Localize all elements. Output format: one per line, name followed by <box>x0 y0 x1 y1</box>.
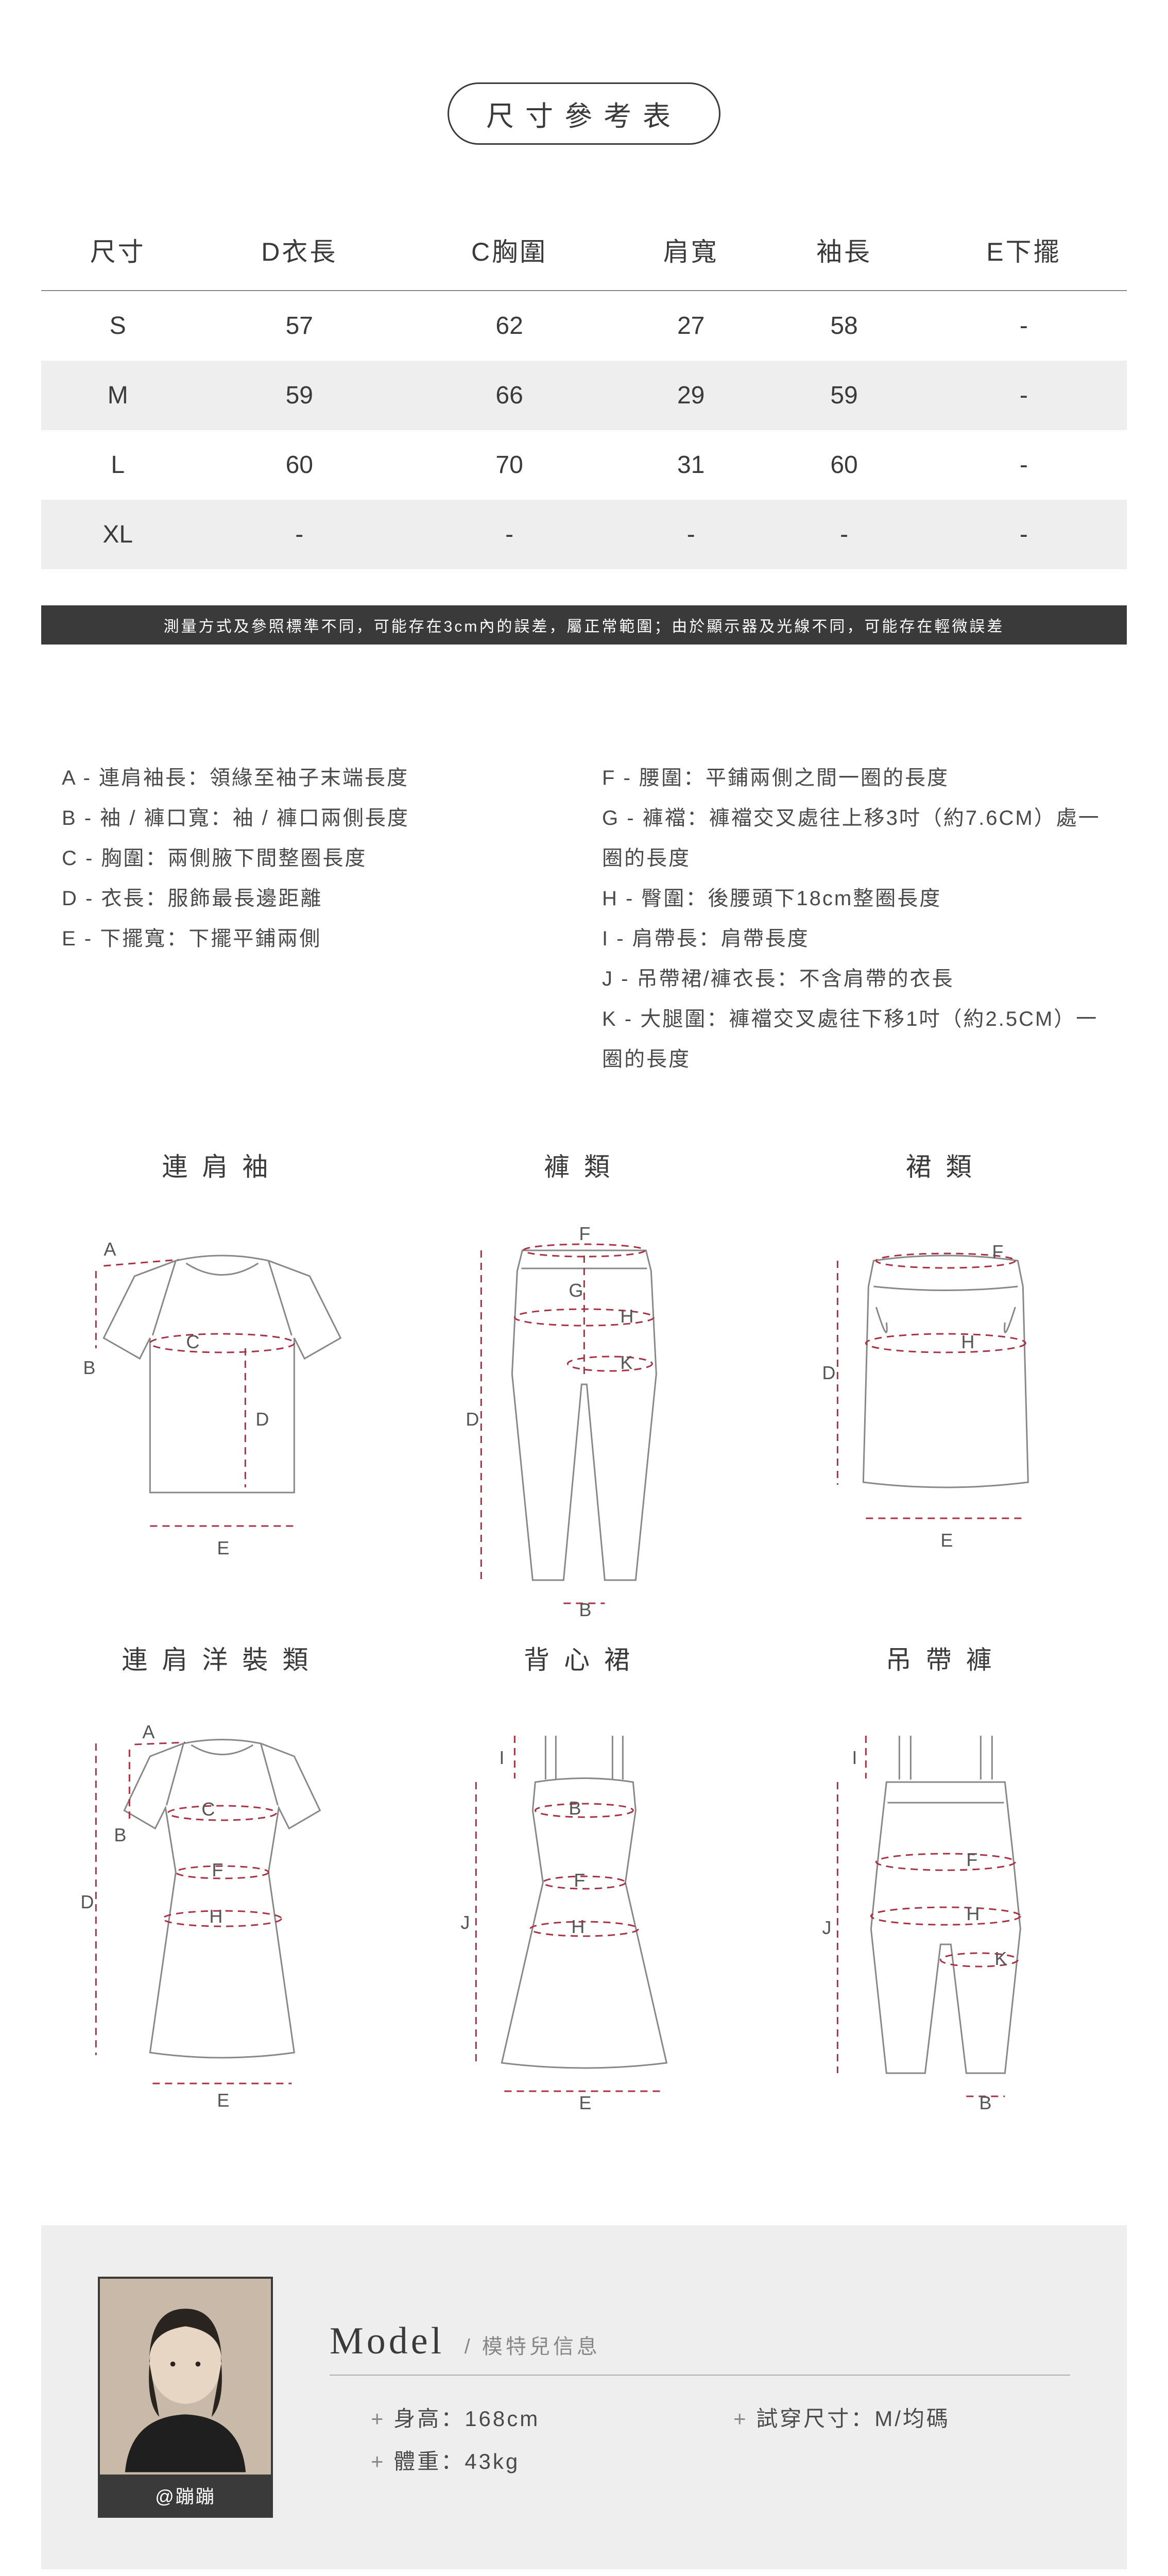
th: E下擺 <box>921 217 1127 291</box>
legend-item: C - 胸圍：兩側腋下間整圈長度 <box>62 838 566 878</box>
svg-text:G: G <box>569 1280 583 1301</box>
stat-size: 試穿尺寸：M/均碼 <box>733 2401 1070 2433</box>
svg-text:E: E <box>217 1537 229 1558</box>
model-section: @蹦蹦 Model / 模特兒信息 身高：168cm 試穿尺寸：M/均碼 體重：… <box>41 2225 1127 2569</box>
diagram-raglan-dress: 連肩洋裝類 A B C F H D E <box>51 1639 393 2117</box>
th: 尺寸 <box>41 217 194 291</box>
svg-text:C: C <box>201 1799 215 1820</box>
divider <box>330 2375 1070 2376</box>
legend: A - 連肩袖長：領緣至袖子末端長度 B - 袖 / 褲口寬：袖 / 褲口兩側長… <box>41 758 1127 1146</box>
svg-text:D: D <box>822 1362 836 1383</box>
avatar: @蹦蹦 <box>98 2277 273 2518</box>
diagram-pants: 褲類 F G H K D B <box>414 1146 755 1624</box>
tshirt-diagram-icon: A B C D E <box>51 1219 393 1621</box>
legend-left: A - 連肩袖長：領緣至袖子末端長度 B - 袖 / 褲口寬：袖 / 褲口兩側長… <box>62 758 566 1079</box>
svg-text:F: F <box>212 1859 223 1880</box>
svg-text:D: D <box>466 1409 479 1430</box>
svg-text:F: F <box>574 1870 585 1891</box>
cami-dress-diagram-icon: I B F H J E <box>414 1713 755 2114</box>
diagram-title: 裙類 <box>775 1146 1117 1183</box>
table-row: XL----- <box>41 500 1127 569</box>
svg-text:B: B <box>114 1824 126 1845</box>
th: 肩寬 <box>614 217 767 291</box>
diagram-title: 吊帶褲 <box>775 1639 1117 1676</box>
svg-text:B: B <box>980 2092 992 2113</box>
model-stats: 身高：168cm 試穿尺寸：M/均碼 體重：43kg <box>330 2401 1070 2476</box>
diagram-title: 連肩袖 <box>51 1146 393 1183</box>
legend-item: G - 褲襠：褲襠交叉處往上移3吋（約7.6CM）處一圈的長度 <box>602 798 1106 878</box>
svg-text:B: B <box>579 1599 591 1620</box>
legend-item: D - 衣長：服飾最長邊距離 <box>62 878 566 919</box>
svg-text:H: H <box>571 1916 585 1937</box>
svg-text:E: E <box>217 2090 229 2111</box>
stat-height: 身高：168cm <box>371 2401 708 2433</box>
diagram-cami-dress: 背心裙 I B F H J E <box>414 1639 755 2117</box>
svg-text:E: E <box>579 2092 591 2113</box>
svg-text:C: C <box>186 1331 199 1352</box>
table-row: L60703160- <box>41 430 1127 500</box>
diagram-raglan-top: 連肩袖 A B C D E <box>51 1146 393 1624</box>
diagram-title: 背心裙 <box>414 1639 755 1676</box>
pants-diagram-icon: F G H K D B <box>414 1219 755 1621</box>
stat-weight: 體重：43kg <box>371 2444 708 2476</box>
svg-text:A: A <box>142 1721 154 1742</box>
svg-text:J: J <box>460 1912 470 1933</box>
page-title-text: 尺寸參考表 <box>448 82 720 145</box>
svg-text:F: F <box>992 1241 1004 1262</box>
svg-text:F: F <box>579 1223 590 1244</box>
measurement-note: 測量方式及參照標準不同，可能存在3cm內的誤差，屬正常範圍；由於顯示器及光線不同… <box>41 605 1127 645</box>
legend-item: B - 袖 / 褲口寬：袖 / 褲口兩側長度 <box>62 798 566 838</box>
diagram-title: 褲類 <box>414 1146 755 1183</box>
svg-text:K: K <box>995 1948 1007 1969</box>
svg-text:H: H <box>209 1906 222 1927</box>
svg-text:E: E <box>941 1530 953 1551</box>
svg-text:J: J <box>822 1917 832 1938</box>
svg-text:B: B <box>569 1798 581 1819</box>
diagram-overalls: 吊帶褲 I F H K J B <box>775 1639 1117 2117</box>
table-header-row: 尺寸 D衣長 C胸圍 肩寬 袖長 E下擺 <box>41 217 1127 291</box>
th: D衣長 <box>194 217 404 291</box>
svg-text:K: K <box>620 1352 632 1373</box>
svg-text:A: A <box>104 1239 116 1260</box>
svg-text:H: H <box>967 1903 980 1924</box>
legend-item: I - 肩帶長：肩帶長度 <box>602 919 1106 959</box>
size-table: 尺寸 D衣長 C胸圍 肩寬 袖長 E下擺 S57622758- M5966295… <box>41 217 1127 569</box>
th: C胸圍 <box>404 217 614 291</box>
diagram-skirt: 裙類 F H D E <box>775 1146 1117 1624</box>
legend-right: F - 腰圍：平鋪兩側之間一圈的長度 G - 褲襠：褲襠交叉處往上移3吋（約7.… <box>602 758 1106 1079</box>
legend-item: H - 臀圍：後腰頭下18cm整圈長度 <box>602 878 1106 919</box>
svg-text:H: H <box>620 1306 633 1327</box>
avatar-image <box>100 2279 271 2475</box>
legend-item: A - 連肩袖長：領緣至袖子末端長度 <box>62 758 566 798</box>
svg-text:F: F <box>967 1849 978 1870</box>
model-subheading: / 模特兒信息 <box>465 2335 600 2358</box>
avatar-caption: @蹦蹦 <box>100 2475 271 2516</box>
overalls-diagram-icon: I F H K J B <box>775 1713 1117 2114</box>
th: 袖長 <box>767 217 920 291</box>
svg-text:D: D <box>255 1409 269 1430</box>
skirt-diagram-icon: F H D E <box>775 1219 1117 1621</box>
legend-item: F - 腰圍：平鋪兩側之間一圈的長度 <box>602 758 1106 798</box>
page-title: 尺寸參考表 <box>41 82 1127 145</box>
table-row: S57622758- <box>41 291 1127 361</box>
table-row: M59662959- <box>41 361 1127 430</box>
legend-item: K - 大腿圍：褲襠交叉處往下移1吋（約2.5CM）一圈的長度 <box>602 999 1106 1079</box>
diagram-title: 連肩洋裝類 <box>51 1639 393 1676</box>
legend-item: J - 吊帶裙/褲衣長：不含肩帶的衣長 <box>602 959 1106 999</box>
diagram-section: 連肩袖 A B C D E 褲類 <box>41 1146 1127 2194</box>
svg-text:I: I <box>852 1747 857 1768</box>
model-heading: Model / 模特兒信息 <box>330 2319 1070 2363</box>
svg-text:B: B <box>83 1357 95 1378</box>
legend-item: E - 下擺寬：下擺平鋪兩側 <box>62 919 566 959</box>
svg-text:I: I <box>499 1747 504 1768</box>
model-heading-text: Model <box>330 2320 444 2362</box>
svg-text:H: H <box>961 1331 975 1352</box>
svg-text:D: D <box>80 1891 94 1912</box>
dress-diagram-icon: A B C F H D E <box>51 1713 393 2114</box>
model-info: Model / 模特兒信息 身高：168cm 試穿尺寸：M/均碼 體重：43kg <box>330 2319 1070 2476</box>
